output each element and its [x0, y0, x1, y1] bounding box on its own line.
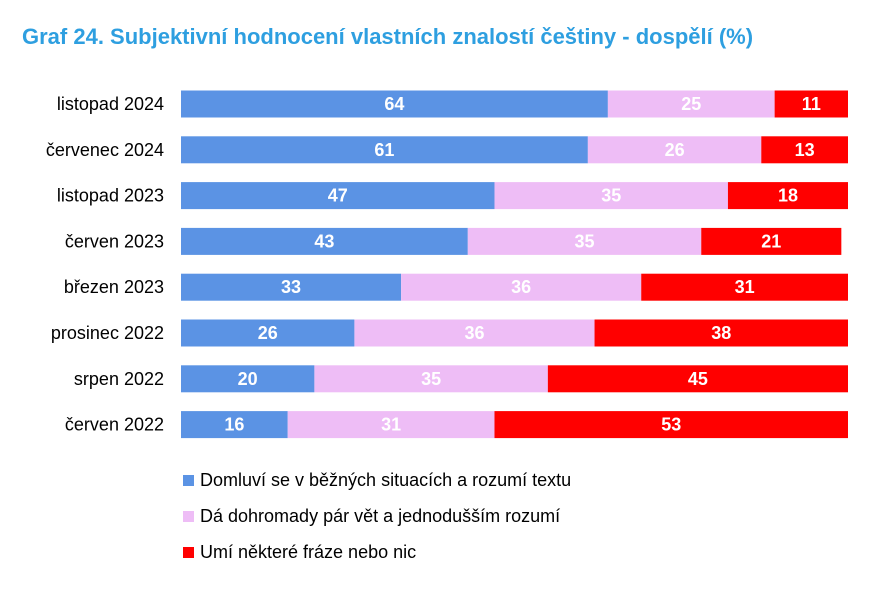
data-label: 38 — [711, 323, 731, 343]
category-label: červen 2022 — [65, 415, 164, 435]
bar-segment — [287, 411, 495, 439]
bar-segment — [181, 319, 355, 347]
data-label: 31 — [735, 277, 755, 297]
chart-title: Graf 24. Subjektivní hodnocení vlastních… — [22, 24, 754, 49]
bar-segment — [607, 90, 775, 118]
bar-segment — [547, 365, 848, 393]
bar-segment — [727, 182, 848, 210]
category-label: červenec 2024 — [46, 140, 164, 160]
data-label: 26 — [665, 140, 685, 160]
bar-segment — [641, 273, 848, 301]
bar-segment — [494, 411, 848, 439]
data-label: 35 — [421, 369, 441, 389]
bar-segment — [761, 136, 848, 164]
category-label: listopad 2024 — [57, 94, 164, 114]
category-label: červen 2023 — [65, 231, 164, 251]
bar-segment — [314, 365, 548, 393]
bar-segment — [467, 227, 702, 255]
data-label: 16 — [224, 415, 244, 435]
bar-segment — [594, 319, 848, 347]
bar-segment — [181, 136, 588, 164]
legend-swatch — [183, 546, 194, 558]
data-label: 53 — [661, 415, 681, 435]
bar-segment — [181, 273, 402, 301]
data-label: 21 — [761, 231, 781, 251]
data-label: 35 — [601, 186, 621, 206]
data-label: 13 — [795, 140, 815, 160]
bar-segment — [494, 182, 728, 210]
legend-item: Umí některé fráze nebo nic — [183, 534, 571, 570]
bar-segment — [701, 227, 842, 255]
data-label: 20 — [238, 369, 258, 389]
data-label: 11 — [802, 94, 821, 114]
data-label: 33 — [281, 277, 301, 297]
bar-segment — [774, 90, 848, 118]
legend-label: Umí některé fráze nebo nic — [200, 541, 417, 562]
bar-segment — [181, 411, 288, 439]
bar-segment — [401, 273, 642, 301]
bar-segment — [181, 365, 315, 393]
data-label: 31 — [381, 415, 401, 435]
data-label: 64 — [384, 94, 404, 114]
data-label: 61 — [374, 140, 394, 160]
legend-item: Domluví se v běžných situacích a rozumí … — [183, 462, 571, 498]
data-label: 25 — [681, 94, 701, 114]
bar-segment — [181, 90, 608, 118]
legend-swatch — [183, 474, 194, 486]
stacked-bar-chart: listopad 2024 64 25 11 červenec 2024 61 26 13 li… — [46, 90, 848, 439]
data-label: 36 — [464, 323, 484, 343]
data-label: 43 — [314, 231, 334, 251]
data-label: 36 — [511, 277, 531, 297]
data-label: 18 — [778, 186, 798, 206]
legend-label: Dá dohromady pár vět a jednodušším rozum… — [200, 505, 561, 526]
legend-swatch — [183, 510, 194, 522]
legend-label: Domluví se v běžných situacích a rozumí … — [200, 469, 572, 490]
category-label: listopad 2023 — [57, 186, 164, 206]
legend: Domluví se v běžných situacích a rozumí … — [183, 462, 571, 570]
legend-item: Dá dohromady pár vět a jednodušším rozum… — [183, 498, 571, 534]
category-label: březen 2023 — [64, 277, 164, 297]
bar-segment — [354, 319, 595, 347]
data-label: 45 — [688, 369, 708, 389]
bar-segment — [181, 227, 468, 255]
bar-segment — [587, 136, 762, 164]
data-label: 47 — [328, 186, 348, 206]
data-label: 35 — [575, 231, 595, 251]
category-label: srpen 2022 — [74, 369, 164, 389]
bar-segment — [181, 182, 495, 210]
data-label: 26 — [258, 323, 278, 343]
category-label: prosinec 2022 — [51, 323, 164, 343]
